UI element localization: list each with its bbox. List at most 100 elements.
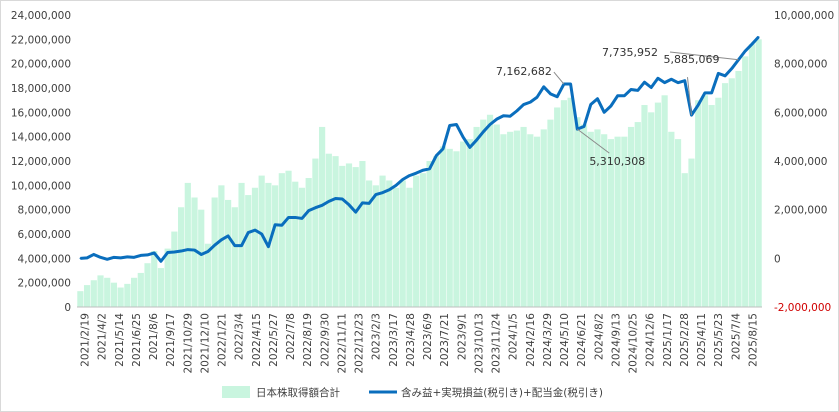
bar-44 [372,185,379,307]
line-point-46 [388,188,391,191]
line-point-99 [744,50,747,52]
line-point-38 [334,197,337,200]
bar-37 [325,153,332,307]
line-point-82 [630,88,632,91]
x-tick-label: 2023/7/21 [439,313,451,367]
x-tick-label: 2024/5/10 [559,313,571,367]
bar-11 [151,251,158,307]
line-point-69 [542,85,545,88]
line-point-13 [166,251,169,254]
line-point-29 [274,223,276,226]
line-point-60 [482,131,485,133]
bar-75 [580,124,588,307]
bar-79 [607,139,614,307]
bar-93 [701,95,709,307]
line-point-48 [401,178,404,181]
bar-82 [627,126,635,308]
bar-63 [500,134,507,307]
line-point-32 [294,216,297,219]
annotations-layer: 7,162,682 5,310,308 7,735,952 5,885,069 [496,46,739,168]
bar-80 [614,136,621,307]
x-tick-label: 2021/6/25 [131,313,143,367]
bar-8 [130,277,138,307]
line-point-83 [636,89,639,92]
bar-40 [345,163,353,307]
line-point-41 [354,211,357,213]
x-tick-label: 2025/2/28 [679,313,691,367]
annotation-leader [577,128,610,154]
x-tick-label: 2024/1/5 [508,313,520,360]
line-point-63 [502,114,505,117]
line-point-101 [757,36,760,38]
line-point-71 [556,95,558,98]
line-point-54 [442,148,444,150]
bar-6 [117,287,124,307]
x-tick-label: 2022/12/23 [354,313,366,374]
bar-10 [144,263,151,307]
line-point-50 [415,172,417,174]
x-tick-label: 2022/8/19 [302,313,314,367]
line-point-93 [704,92,706,94]
bar-50 [413,175,420,307]
bar-32 [292,181,299,307]
x-tick-label: 2024/2/16 [525,313,537,367]
line-point-22 [227,235,229,237]
line-point-67 [529,101,532,103]
right-tick-label: 10,000,000 [774,10,834,22]
x-tick-label: 2024/10/25 [628,313,640,374]
bar-95 [715,97,722,307]
x-tick-label: 2023/6/9 [422,313,434,360]
bar-16 [184,182,191,307]
line-point-57 [462,136,464,138]
bar-39 [339,165,346,307]
left-tick-label: 14,000,000 [11,132,71,144]
series-line [80,35,760,263]
bar-3 [97,275,104,307]
line-point-97 [730,67,733,70]
bar-81 [621,136,628,307]
line-point-5 [113,256,115,259]
x-tick-label: 2024/9/13 [610,313,622,367]
legend-swatch-bars [222,386,250,398]
bar-47 [392,187,400,307]
bar-30 [278,173,285,307]
line-point-2 [92,253,95,256]
line-point-8 [133,256,135,259]
bar-55 [446,148,453,307]
line-point-6 [119,257,122,259]
x-tick-label: 2021/8/6 [148,313,160,360]
line-point-70 [549,93,552,95]
x-axis: 2021/2/19 2021/4/2 2021/5/14 2021/6/25 2021/… [77,306,762,374]
bar-52 [426,161,433,307]
line-point-78 [603,111,605,114]
left-tick-label: 12,000,000 [11,156,71,168]
line-point-96 [724,75,726,77]
x-tick-label: 2022/5/27 [268,313,280,367]
bar-29 [272,185,279,307]
line-point-95 [717,72,720,75]
line-point-21 [220,239,223,241]
bar-58 [466,139,473,307]
bar-69 [540,129,547,307]
bar-46 [386,180,393,307]
bar-64 [507,131,514,307]
line-point-11 [153,252,156,254]
bar-90 [681,173,688,307]
bar-57 [460,141,467,307]
line-point-81 [623,94,626,97]
bar-19 [204,243,212,307]
line-point-59 [475,139,478,141]
bar-4 [104,277,111,307]
left-tick-label: 16,000,000 [11,107,71,119]
line-point-12 [160,260,162,263]
line-point-10 [146,254,149,256]
line-point-47 [395,184,397,187]
right-tick-label: 2,000,000 [774,205,827,217]
line-point-4 [106,258,109,261]
line-point-24 [240,244,243,247]
left-tick-label: 22,000,000 [11,34,71,46]
line-point-85 [650,86,652,89]
line-point-16 [187,248,189,251]
line-point-45 [381,191,384,194]
right-tick-label: 8,000,000 [774,59,827,71]
